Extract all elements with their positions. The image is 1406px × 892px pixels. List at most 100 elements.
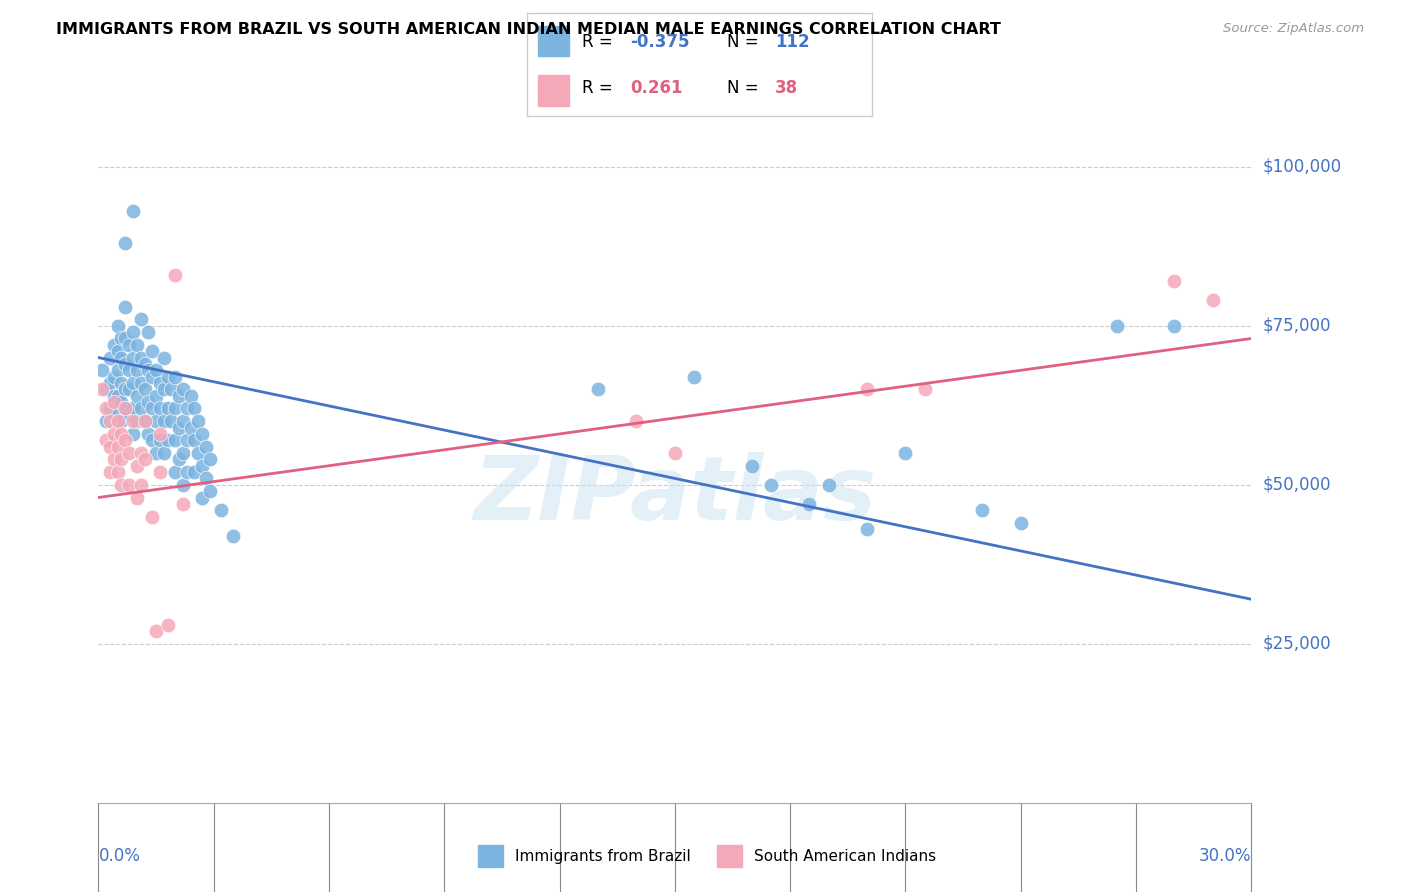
- Point: [167, 420, 190, 434]
- Point: [118, 338, 141, 352]
- Point: [149, 426, 172, 441]
- Point: [138, 426, 160, 441]
- Point: [759, 477, 782, 491]
- Text: N =: N =: [727, 33, 763, 51]
- Point: [122, 351, 145, 365]
- Point: [683, 369, 706, 384]
- Point: [165, 268, 187, 282]
- Point: [176, 465, 198, 479]
- Point: [145, 446, 167, 460]
- Point: [1163, 274, 1185, 288]
- Point: [1163, 318, 1185, 333]
- Point: [172, 414, 194, 428]
- Point: [94, 414, 117, 428]
- Point: [114, 331, 136, 345]
- Point: [149, 465, 172, 479]
- Point: [134, 452, 156, 467]
- Point: [141, 401, 163, 416]
- Text: Source: ZipAtlas.com: Source: ZipAtlas.com: [1223, 22, 1364, 36]
- Point: [195, 471, 218, 485]
- Bar: [537, 75, 568, 106]
- Point: [972, 503, 994, 517]
- Point: [149, 376, 172, 390]
- Point: [167, 389, 190, 403]
- Point: [125, 414, 148, 428]
- Point: [172, 446, 194, 460]
- Point: [110, 331, 132, 345]
- Point: [183, 401, 205, 416]
- Point: [209, 503, 232, 517]
- Point: [129, 312, 152, 326]
- Point: [152, 383, 174, 397]
- Point: [103, 338, 125, 352]
- Point: [817, 477, 839, 491]
- Point: [114, 300, 136, 314]
- Text: -0.375: -0.375: [630, 33, 690, 51]
- Point: [191, 458, 214, 473]
- Point: [626, 414, 648, 428]
- Point: [176, 401, 198, 416]
- Point: [172, 497, 194, 511]
- Point: [122, 376, 145, 390]
- Bar: [537, 26, 568, 56]
- Point: [91, 383, 114, 397]
- Point: [107, 389, 129, 403]
- Text: Immigrants from Brazil: Immigrants from Brazil: [515, 849, 690, 863]
- Point: [160, 383, 183, 397]
- Point: [129, 477, 152, 491]
- Point: [107, 440, 129, 454]
- Point: [586, 383, 609, 397]
- Point: [138, 363, 160, 377]
- Point: [110, 351, 132, 365]
- Point: [198, 484, 221, 499]
- Point: [129, 446, 152, 460]
- Point: [195, 440, 218, 454]
- Point: [107, 363, 129, 377]
- Point: [110, 452, 132, 467]
- Point: [125, 389, 148, 403]
- Text: $100,000: $100,000: [1263, 158, 1341, 176]
- Point: [103, 408, 125, 422]
- Point: [122, 414, 145, 428]
- Point: [156, 369, 179, 384]
- Point: [118, 363, 141, 377]
- Point: [114, 401, 136, 416]
- Point: [176, 434, 198, 448]
- Point: [165, 465, 187, 479]
- Text: $50,000: $50,000: [1263, 475, 1331, 494]
- Point: [94, 434, 117, 448]
- Text: ZIPatlas: ZIPatlas: [474, 452, 876, 539]
- Text: $75,000: $75,000: [1263, 317, 1331, 334]
- Point: [664, 446, 686, 460]
- Point: [118, 408, 141, 422]
- Point: [152, 414, 174, 428]
- Point: [122, 401, 145, 416]
- Point: [110, 477, 132, 491]
- Point: [98, 376, 121, 390]
- Point: [103, 389, 125, 403]
- Point: [114, 401, 136, 416]
- Point: [118, 446, 141, 460]
- Point: [145, 414, 167, 428]
- Point: [145, 624, 167, 638]
- Text: 112: 112: [775, 33, 810, 51]
- Point: [91, 363, 114, 377]
- Point: [145, 363, 167, 377]
- Text: South American Indians: South American Indians: [754, 849, 936, 863]
- Point: [110, 414, 132, 428]
- Point: [118, 477, 141, 491]
- Text: 0.0%: 0.0%: [98, 847, 141, 864]
- Point: [110, 395, 132, 409]
- Point: [149, 434, 172, 448]
- Point: [107, 465, 129, 479]
- Point: [894, 446, 917, 460]
- Point: [98, 440, 121, 454]
- Point: [134, 414, 156, 428]
- Point: [149, 401, 172, 416]
- Point: [141, 509, 163, 524]
- Point: [1105, 318, 1128, 333]
- Point: [122, 426, 145, 441]
- Point: [183, 434, 205, 448]
- Point: [138, 395, 160, 409]
- Point: [165, 434, 187, 448]
